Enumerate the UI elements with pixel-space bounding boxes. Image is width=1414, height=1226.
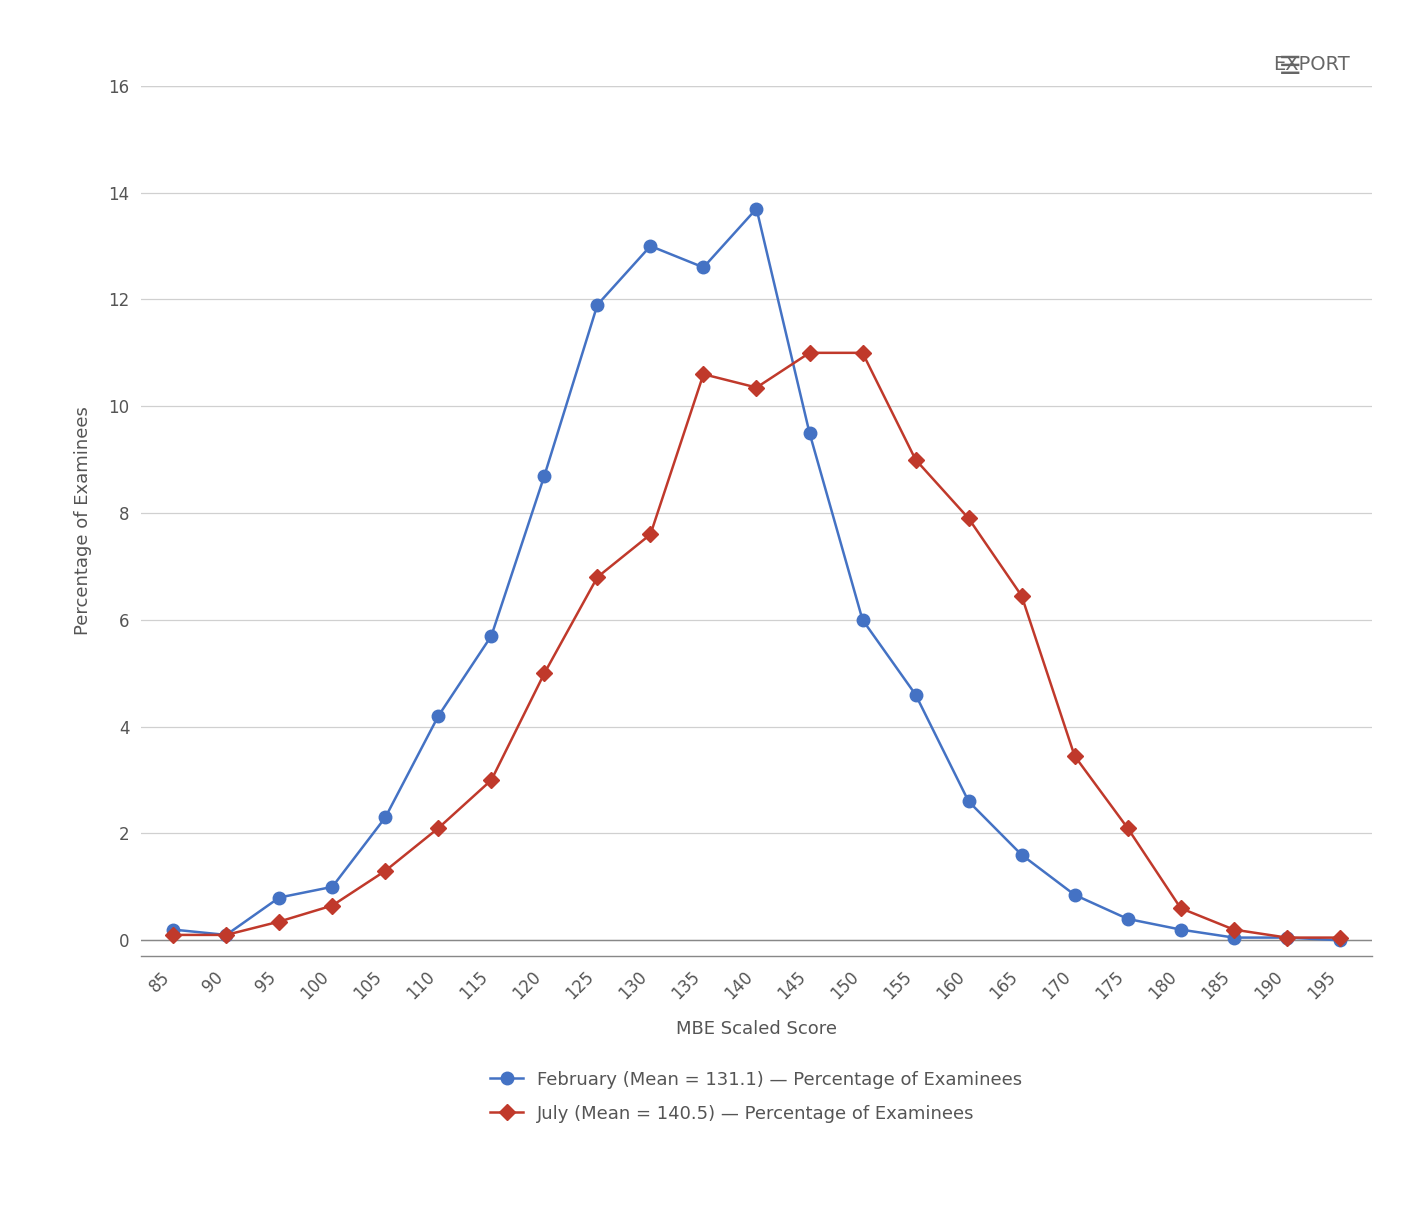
February (Mean = 131.1) — Percentage of Examinees bbox=[1066, 888, 1083, 902]
July (Mean = 140.5) — Percentage of Examinees bbox=[694, 367, 711, 381]
February (Mean = 131.1) — Percentage of Examinees bbox=[1172, 922, 1189, 937]
Line: July (Mean = 140.5) — Percentage of Examinees: July (Mean = 140.5) — Percentage of Exam… bbox=[168, 347, 1345, 943]
July (Mean = 140.5) — Percentage of Examinees bbox=[1066, 749, 1083, 764]
July (Mean = 140.5) — Percentage of Examinees bbox=[536, 666, 553, 680]
Y-axis label: Percentage of Examinees: Percentage of Examinees bbox=[74, 407, 92, 635]
July (Mean = 140.5) — Percentage of Examinees bbox=[376, 863, 393, 878]
February (Mean = 131.1) — Percentage of Examinees bbox=[482, 629, 499, 644]
Text: EXPORT: EXPORT bbox=[1274, 55, 1350, 74]
February (Mean = 131.1) — Percentage of Examinees bbox=[908, 688, 925, 702]
X-axis label: MBE Scaled Score: MBE Scaled Score bbox=[676, 1020, 837, 1038]
July (Mean = 140.5) — Percentage of Examinees bbox=[908, 452, 925, 467]
February (Mean = 131.1) — Percentage of Examinees bbox=[854, 613, 871, 628]
February (Mean = 131.1) — Percentage of Examinees bbox=[1012, 847, 1029, 862]
July (Mean = 140.5) — Percentage of Examinees bbox=[1012, 588, 1029, 603]
July (Mean = 140.5) — Percentage of Examinees bbox=[960, 511, 977, 526]
July (Mean = 140.5) — Percentage of Examinees bbox=[748, 380, 765, 395]
July (Mean = 140.5) — Percentage of Examinees bbox=[1120, 820, 1137, 835]
Legend: February (Mean = 131.1) — Percentage of Examinees, July (Mean = 140.5) — Percent: February (Mean = 131.1) — Percentage of … bbox=[484, 1063, 1029, 1130]
February (Mean = 131.1) — Percentage of Examinees bbox=[218, 928, 235, 943]
July (Mean = 140.5) — Percentage of Examinees bbox=[1225, 922, 1241, 937]
February (Mean = 131.1) — Percentage of Examinees bbox=[324, 879, 341, 894]
July (Mean = 140.5) — Percentage of Examinees bbox=[854, 346, 871, 360]
July (Mean = 140.5) — Percentage of Examinees bbox=[430, 820, 447, 835]
July (Mean = 140.5) — Percentage of Examinees bbox=[588, 570, 605, 585]
February (Mean = 131.1) — Percentage of Examinees bbox=[588, 298, 605, 313]
February (Mean = 131.1) — Percentage of Examinees bbox=[430, 709, 447, 723]
February (Mean = 131.1) — Percentage of Examinees bbox=[800, 425, 817, 440]
February (Mean = 131.1) — Percentage of Examinees bbox=[1120, 912, 1137, 927]
February (Mean = 131.1) — Percentage of Examinees bbox=[271, 890, 288, 905]
Line: February (Mean = 131.1) — Percentage of Examinees: February (Mean = 131.1) — Percentage of … bbox=[167, 202, 1346, 946]
July (Mean = 140.5) — Percentage of Examinees bbox=[218, 928, 235, 943]
July (Mean = 140.5) — Percentage of Examinees bbox=[800, 346, 817, 360]
February (Mean = 131.1) — Percentage of Examinees bbox=[376, 810, 393, 825]
February (Mean = 131.1) — Percentage of Examinees bbox=[642, 239, 659, 254]
February (Mean = 131.1) — Percentage of Examinees bbox=[1331, 933, 1348, 948]
Text: ☰: ☰ bbox=[1278, 55, 1301, 80]
July (Mean = 140.5) — Percentage of Examinees bbox=[1172, 901, 1189, 916]
February (Mean = 131.1) — Percentage of Examinees bbox=[694, 260, 711, 275]
July (Mean = 140.5) — Percentage of Examinees bbox=[642, 527, 659, 542]
July (Mean = 140.5) — Percentage of Examinees bbox=[324, 899, 341, 913]
July (Mean = 140.5) — Percentage of Examinees bbox=[164, 928, 181, 943]
July (Mean = 140.5) — Percentage of Examinees bbox=[482, 772, 499, 787]
February (Mean = 131.1) — Percentage of Examinees bbox=[1225, 931, 1241, 945]
February (Mean = 131.1) — Percentage of Examinees bbox=[960, 794, 977, 809]
February (Mean = 131.1) — Percentage of Examinees bbox=[536, 468, 553, 483]
February (Mean = 131.1) — Percentage of Examinees bbox=[1278, 931, 1295, 945]
February (Mean = 131.1) — Percentage of Examinees bbox=[164, 922, 181, 937]
July (Mean = 140.5) — Percentage of Examinees bbox=[271, 915, 288, 929]
July (Mean = 140.5) — Percentage of Examinees bbox=[1278, 931, 1295, 945]
July (Mean = 140.5) — Percentage of Examinees bbox=[1331, 931, 1348, 945]
February (Mean = 131.1) — Percentage of Examinees bbox=[748, 201, 765, 216]
